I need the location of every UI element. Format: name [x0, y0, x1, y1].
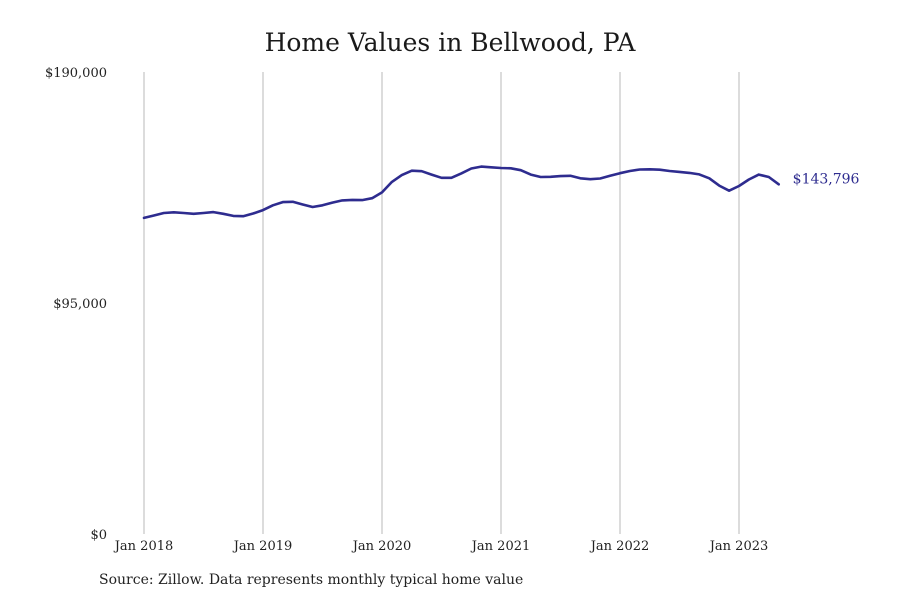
end-value-label: $143,796 [793, 171, 860, 187]
source-note: Source: Zillow. Data represents monthly … [99, 572, 524, 588]
y-tick-label: $0 [90, 528, 107, 543]
x-tick-label: Jan 2020 [351, 539, 412, 554]
chart-title: Home Values in Bellwood, PA [264, 28, 636, 57]
x-tick-label: Jan 2021 [470, 539, 531, 554]
x-tick-label: Jan 2022 [589, 539, 650, 554]
series-line [142, 165, 781, 220]
x-tick-label: Jan 2019 [232, 539, 293, 554]
y-tick-label: $95,000 [53, 297, 107, 312]
y-tick-label: $190,000 [45, 66, 107, 81]
x-tick-label: Jan 2018 [113, 539, 174, 554]
x-tick-label: Jan 2023 [708, 539, 769, 554]
